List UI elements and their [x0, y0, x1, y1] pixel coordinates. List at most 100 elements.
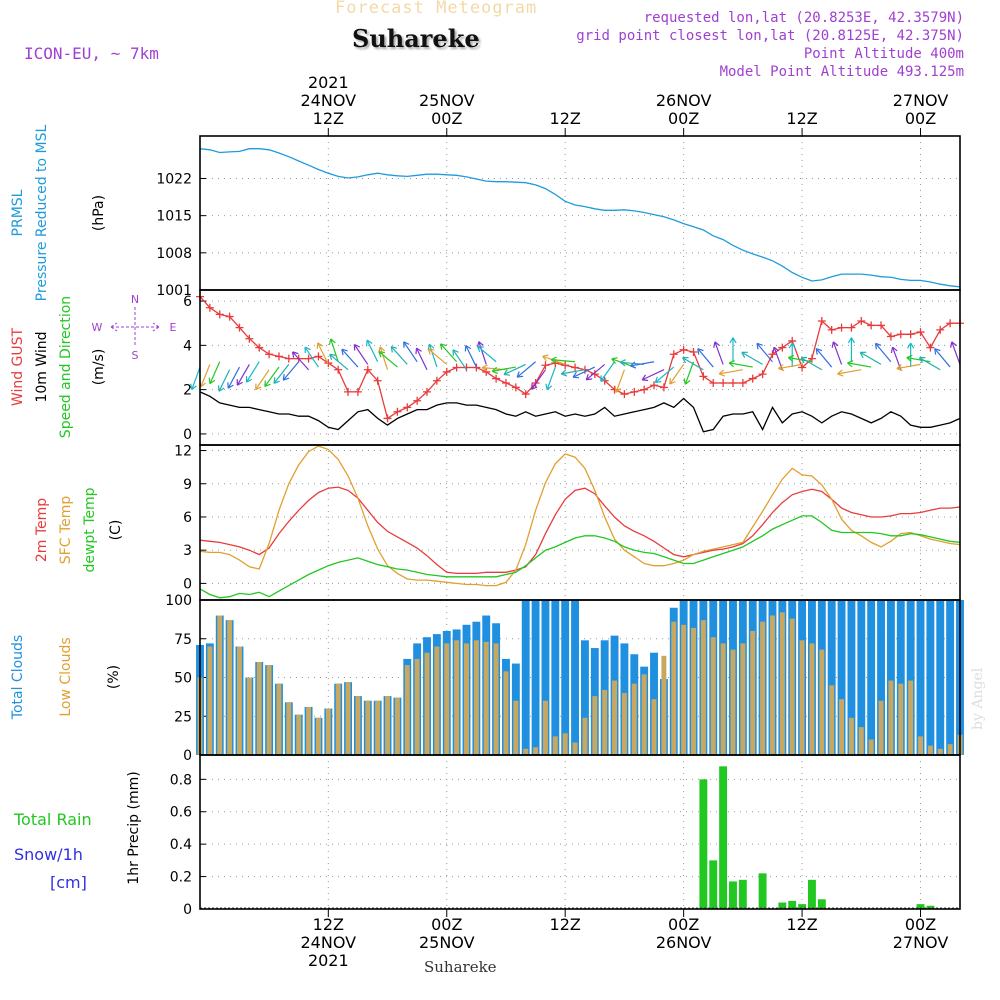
total-cloud-bar	[827, 600, 836, 755]
wind-arrow-head	[831, 341, 839, 348]
wind-arrow	[951, 341, 961, 365]
gust-point	[669, 350, 678, 359]
gust-point	[511, 383, 520, 392]
wind-arrow	[741, 351, 763, 365]
wind-arrow	[465, 345, 477, 368]
panel-frame	[199, 135, 961, 291]
low-cloud-bar	[296, 714, 302, 755]
low-cloud-bar	[286, 702, 292, 755]
gust-point	[265, 350, 274, 359]
low-cloud-bar	[335, 683, 341, 755]
gust-point	[314, 352, 323, 361]
wind-arrow-head	[227, 382, 234, 389]
wind-arrow	[516, 361, 536, 378]
gust-point	[758, 370, 767, 379]
gust-point	[867, 321, 876, 330]
gust-point	[561, 361, 570, 370]
wind-arrow	[330, 338, 339, 362]
gust-point	[659, 383, 668, 392]
wind-arrow	[378, 351, 398, 368]
wind-arrow	[756, 342, 773, 363]
gust-point	[877, 321, 886, 330]
dewpt-line	[199, 515, 961, 599]
total-cloud-bar	[906, 600, 915, 755]
wind-arrow-head	[366, 339, 373, 347]
wind-arrow	[832, 341, 843, 365]
wind-arrow-head	[390, 345, 398, 353]
wind-arrow-head	[697, 348, 704, 355]
gust-point	[413, 396, 422, 405]
low-cloud-bar	[355, 696, 361, 755]
wind-arrow-head	[328, 338, 336, 345]
total-cloud-bar	[946, 600, 955, 755]
low-cloud-bar	[464, 643, 469, 755]
time-label-top: 25NOV	[419, 91, 475, 110]
y-tick-label: 0.6	[170, 805, 192, 821]
wind-arrow-head	[874, 342, 882, 350]
dewpt-label: dewpt Temp	[82, 487, 98, 572]
wind-arrow-head	[641, 374, 649, 382]
total-cloud-bar	[521, 600, 530, 755]
total-cloud-bar	[916, 600, 925, 755]
total-cloud-bar	[531, 600, 540, 755]
wind-arrow	[477, 345, 497, 363]
wind-arrow	[654, 366, 675, 383]
gust-point	[403, 403, 412, 412]
rain-bar	[778, 902, 787, 909]
wind-arrow	[379, 346, 389, 370]
footer-location: Suhareke	[424, 958, 497, 976]
low-cloud-bar	[345, 682, 351, 755]
wind-arrow-head	[728, 360, 735, 368]
low-cloud-bar	[868, 739, 874, 755]
rain-bar	[817, 899, 826, 909]
compass-cross	[110, 307, 160, 347]
gust-point	[719, 379, 728, 387]
low-cloud-bar	[227, 620, 233, 755]
wind-arrow	[273, 364, 290, 384]
temp-2m-label: 2m Temp	[34, 498, 50, 562]
gust-point	[916, 328, 925, 337]
model-label: ICON-EU, ~ 7km	[24, 44, 159, 63]
pressure-unit-label: (hPa)	[91, 195, 107, 231]
wind-arrow	[728, 362, 753, 368]
time-label-bottom: 2021	[308, 951, 349, 970]
low-cloud-bar	[394, 697, 400, 755]
gust-point	[571, 363, 580, 372]
wind-arrow-head	[729, 337, 737, 344]
wind-arrow-head	[600, 375, 607, 382]
time-label-top: 24NOV	[301, 91, 357, 110]
wind-arrow	[561, 369, 586, 375]
y-tick-label: 0	[183, 748, 192, 764]
low-cloud-bar	[602, 689, 608, 755]
wind-arrow	[227, 366, 241, 389]
gust-point	[432, 376, 441, 385]
total-cloud-bar	[886, 600, 895, 755]
wind-arrow	[551, 359, 576, 363]
wind-speed-line	[199, 391, 961, 433]
low-cloud-bar	[937, 748, 943, 755]
wind-arrow-head	[550, 356, 557, 364]
wind-arrow-head	[847, 337, 856, 344]
wind-arrow-head	[341, 348, 348, 356]
gust-point	[847, 323, 856, 332]
low-cloud-bar	[375, 700, 381, 755]
meteogram-subtitle: Forecast Meteogram	[335, 0, 538, 18]
wind-arrow-head	[890, 346, 898, 354]
low-cloud-bar	[888, 680, 894, 755]
pressure-line	[199, 148, 961, 288]
y-tick-label: 0.8	[170, 772, 192, 788]
gust-point	[501, 379, 510, 387]
low-cloud-bar	[237, 646, 242, 755]
low-cloud-bar	[503, 671, 509, 755]
low-clouds-label: Low Clouds	[58, 637, 74, 716]
time-label-bottom: 27NOV	[893, 933, 949, 952]
wind-arrow	[282, 361, 300, 381]
wind-arrow-head	[531, 383, 538, 390]
compass-w: W	[92, 321, 103, 334]
gust-point	[235, 323, 244, 332]
gust-point	[462, 363, 471, 372]
total-cloud-bar	[571, 600, 580, 755]
wind-arrow	[585, 363, 606, 381]
time-label-top: 2021	[308, 73, 349, 92]
